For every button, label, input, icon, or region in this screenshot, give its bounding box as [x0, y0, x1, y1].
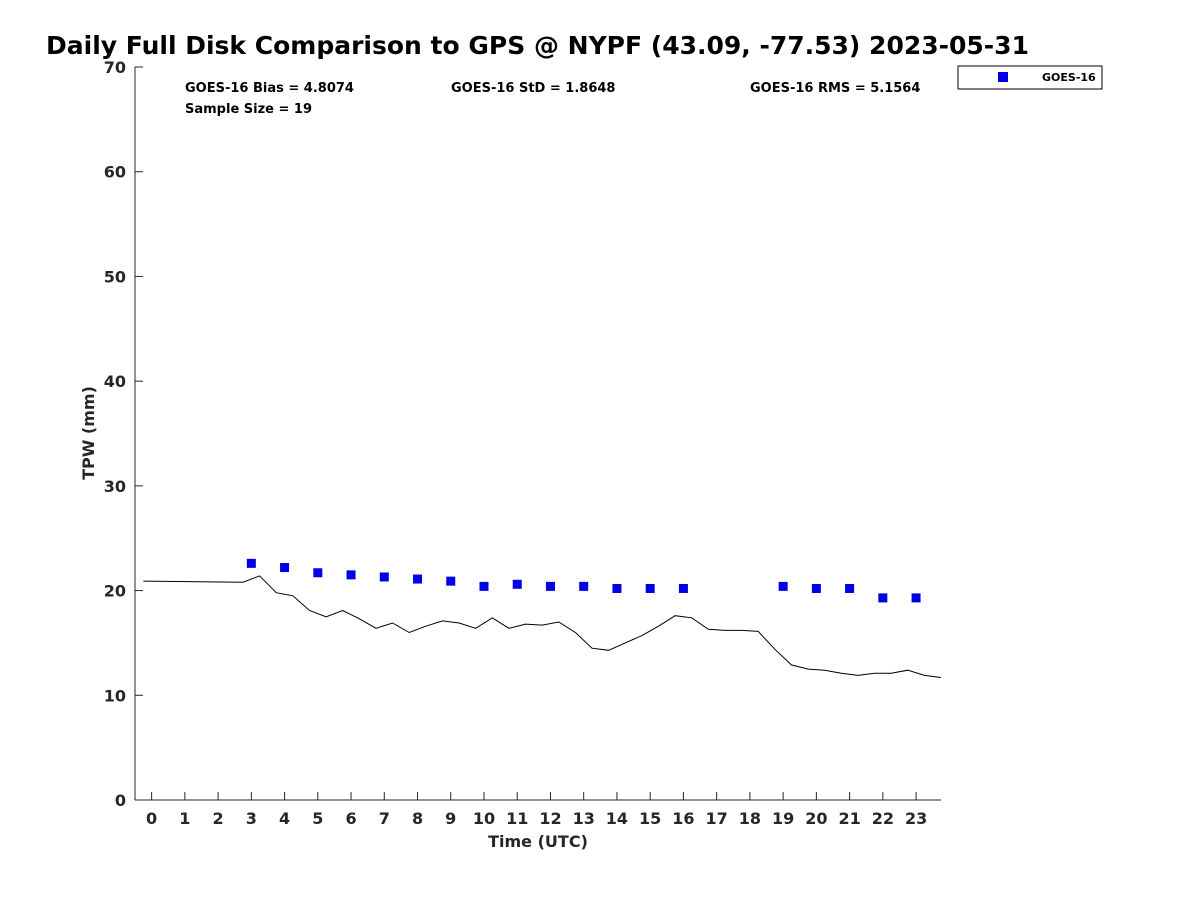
goes16-point — [811, 583, 821, 593]
y-tick-label: 40 — [104, 372, 126, 391]
goes16-point — [678, 583, 688, 593]
x-tick-label: 16 — [672, 809, 694, 828]
x-axis-label: Time (UTC) — [488, 832, 588, 851]
x-tick-label: 12 — [539, 809, 561, 828]
x-tick-label: 15 — [639, 809, 661, 828]
y-tick-label: 10 — [104, 686, 126, 705]
bias-stat: GOES-16 Bias = 4.8074 — [185, 81, 354, 96]
goes16-marker-series — [246, 558, 921, 603]
x-tick-label: 14 — [606, 809, 628, 828]
goes16-point — [612, 583, 622, 593]
x-tick-label: 13 — [573, 809, 595, 828]
goes16-point — [911, 593, 921, 603]
x-tick-label: 5 — [312, 809, 323, 828]
y-tick-label: 50 — [104, 267, 126, 286]
y-tick-label: 0 — [115, 791, 126, 810]
goes16-point — [379, 572, 389, 582]
legend-box — [957, 65, 1103, 90]
x-tick-label: 10 — [473, 809, 495, 828]
y-axis-label: TPW (mm) — [79, 386, 98, 480]
goes16-point — [778, 581, 788, 591]
goes16-point — [413, 574, 423, 584]
x-tick-label: 18 — [739, 809, 761, 828]
goes16-point — [645, 583, 655, 593]
goes16-point — [346, 570, 356, 580]
y-tick-label: 70 — [104, 58, 126, 77]
sample-size-stat: Sample Size = 19 — [185, 102, 312, 117]
goes16-point — [246, 558, 256, 568]
rms-stat: GOES-16 RMS = 5.1564 — [750, 81, 920, 96]
x-tick-label: 8 — [412, 809, 423, 828]
y-tick-label: 20 — [104, 582, 126, 601]
x-tick-label: 9 — [445, 809, 456, 828]
x-tick-label: 19 — [772, 809, 794, 828]
x-tick-label: 3 — [246, 809, 257, 828]
std-stat: GOES-16 StD = 1.8648 — [451, 81, 615, 96]
x-tick-label: 4 — [279, 809, 290, 828]
legend: GOES-16 — [957, 65, 1103, 90]
goes16-point — [479, 581, 489, 591]
goes16-point — [878, 593, 888, 603]
goes16-point — [313, 568, 323, 578]
legend-marker-goes16 — [998, 72, 1008, 82]
goes16-point — [512, 579, 522, 589]
x-tick-label: 20 — [805, 809, 827, 828]
x-tick-label: 11 — [506, 809, 528, 828]
x-tick-label: 23 — [905, 809, 927, 828]
x-tick-label: 6 — [345, 809, 356, 828]
x-tick-label: 17 — [706, 809, 728, 828]
x-tick-label: 21 — [838, 809, 860, 828]
gps-line — [143, 575, 942, 678]
goes16-point — [579, 581, 589, 591]
y-tick-label: 60 — [104, 163, 126, 182]
gps-line-series — [143, 575, 942, 678]
x-tick-label: 0 — [146, 809, 157, 828]
x-tick-label: 7 — [379, 809, 390, 828]
x-tick-label: 22 — [872, 809, 894, 828]
x-tick-label: 2 — [213, 809, 224, 828]
x-tick-label: 1 — [179, 809, 190, 828]
y-tick-label: 30 — [104, 477, 126, 496]
goes16-point — [446, 576, 456, 586]
goes16-point — [545, 581, 555, 591]
legend-label-goes16: GOES-16 — [1042, 71, 1096, 84]
plot-area — [135, 67, 941, 800]
goes16-point — [280, 563, 290, 573]
chart-title: Daily Full Disk Comparison to GPS @ NYPF… — [46, 31, 1029, 60]
goes16-point — [845, 583, 855, 593]
